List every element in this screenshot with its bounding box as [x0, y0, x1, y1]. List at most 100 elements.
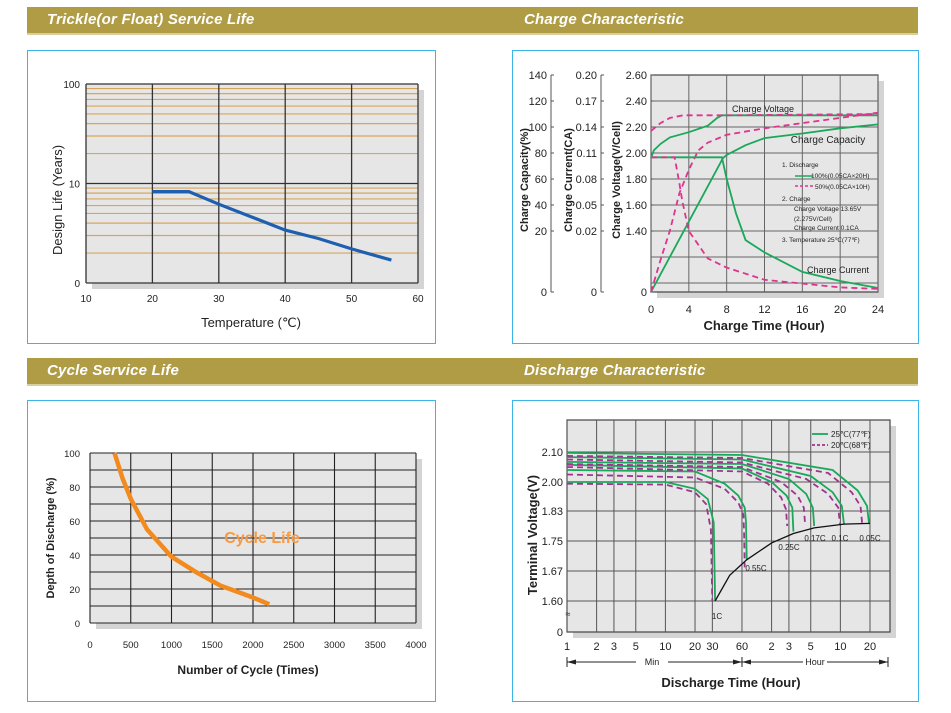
rate-label: 0.17C	[804, 534, 826, 543]
y-tick-label: 1.75	[542, 536, 563, 548]
trickle-x-axis-label: Temperature (℃)	[201, 315, 301, 330]
charge-voltage-label: Charge Voltage	[732, 104, 794, 114]
x-tick-label: 16	[796, 304, 808, 316]
capacity-tick-label: 100	[529, 122, 547, 134]
voltage-tick-label: 2.20	[626, 122, 647, 134]
discharge-curve-0.17C-20c	[566, 463, 806, 525]
current-tick-label: 0.17	[576, 96, 597, 108]
x-tick-label: 5	[633, 641, 639, 653]
x-tick-label: 24	[872, 304, 884, 316]
min-range-label: Min	[645, 657, 660, 667]
x-tick-label: 20	[689, 641, 701, 653]
x-tick-label: 3500	[365, 640, 386, 651]
y-tick-label: 100	[64, 449, 80, 460]
note-charge-voltage: Charge Voltage 13.65V	[794, 206, 862, 213]
x-tick-label: 50	[346, 294, 358, 305]
current-tick-label: 0.02	[576, 226, 597, 238]
section-header-bar-top: Trickle(or Float) Service Life Charge Ch…	[27, 7, 918, 35]
y-tick-label: 10	[69, 180, 81, 191]
discharge-y-axis-label: Terminal Voltage(V)	[525, 475, 540, 595]
charge-chart: Charge Capacity(%) Charge Current(CA) Ch…	[519, 70, 884, 333]
current-tick-label: 0	[591, 287, 597, 299]
x-tick-label: 60	[412, 294, 424, 305]
x-tick-label: 2000	[242, 640, 263, 651]
x-tick-label: 1000	[161, 640, 182, 651]
x-tick-label: 10	[659, 641, 671, 653]
y-tick-label: 20	[69, 585, 80, 596]
capacity-tick-label: 140	[529, 70, 547, 82]
discharge-curve-0.05C-20c	[566, 455, 864, 525]
current-tick-label: 0.08	[576, 174, 597, 186]
rate-label: 0.1C	[832, 534, 849, 543]
note-charge-current: Charge Current 0.1CA	[794, 225, 859, 232]
discharge-curve-1C-20c	[566, 482, 714, 602]
discharge-curve-0.1C-20c	[566, 458, 841, 525]
trickle-y-axis-label: Design Life (Years)	[50, 145, 65, 255]
voltage-tick-label: 1.80	[626, 174, 647, 186]
x-tick-label: 3	[611, 641, 617, 653]
note-100-percent: 100%(0.05CA×20H)	[811, 173, 869, 180]
discharge-curve-0.05C-25c	[566, 452, 870, 525]
legend-25c-label: 25℃(77℉)	[831, 430, 871, 439]
voltage-tick-label: 2.60	[626, 70, 647, 82]
arrow-head-icon	[567, 659, 576, 665]
discharge-curve-0.25C-20c	[566, 466, 789, 527]
arrow-head-icon	[879, 659, 888, 665]
x-tick-label: 60	[736, 641, 748, 653]
current-tick-label: 0.14	[576, 122, 597, 134]
x-tick-label: 0	[87, 640, 92, 651]
capacity-tick-label: 80	[535, 148, 547, 160]
discharge-curve-0.25C-25c	[566, 464, 795, 532]
axis-break-icon: ≈	[566, 609, 571, 619]
discharge-x-axis-label: Discharge Time (Hour)	[661, 675, 800, 690]
x-tick-label: 10	[80, 294, 92, 305]
y-tick-label: 60	[69, 517, 80, 528]
discharge-curve-0.1C-25c	[566, 456, 845, 525]
voltage-tick-label: 1.60	[626, 200, 647, 212]
x-tick-label: 3	[786, 641, 792, 653]
x-tick-label: 40	[280, 294, 292, 305]
current-tick-label: 0.05	[576, 200, 597, 212]
rate-label: 0.55C	[745, 564, 767, 573]
legend-20c-label: 20℃(68℉)	[831, 441, 871, 450]
trickle-section-title: Trickle(or Float) Service Life	[47, 11, 255, 28]
series-current-50	[651, 156, 879, 290]
x-tick-label: 10	[834, 641, 846, 653]
voltage-tick-label: 2.40	[626, 96, 647, 108]
x-tick-label: 8	[724, 304, 730, 316]
charge-capacity-label: Charge Capacity	[791, 135, 865, 146]
x-tick-label: 0	[648, 304, 654, 316]
section-header-bar-bottom: Cycle Service Life Discharge Characteris…	[27, 358, 918, 386]
x-tick-label: 3000	[324, 640, 345, 651]
charge-section-title: Charge Characteristic	[524, 11, 685, 28]
y-tick-label: 1.67	[542, 566, 563, 578]
x-tick-label: 20	[147, 294, 159, 305]
y-tick-label: 1.83	[542, 506, 563, 518]
capacity-tick-label: 40	[535, 200, 547, 212]
x-tick-label: 30	[706, 641, 718, 653]
x-tick-label: 20	[864, 641, 876, 653]
rate-label: 0.25C	[778, 543, 800, 552]
charge-current-axis-label: Charge Current(CA)	[563, 128, 575, 232]
voltage-tick-label: 0	[641, 287, 647, 299]
arrow-head-icon	[732, 659, 742, 665]
capacity-tick-label: 0	[541, 287, 547, 299]
rate-label: 1C	[712, 612, 722, 621]
x-tick-label: 20	[834, 304, 846, 316]
design-life-line	[152, 190, 392, 262]
note-50-percent: 50%(0.05CA×10H)	[815, 184, 870, 191]
discharge-chart: Terminal Voltage(V) Discharge Time (Hour…	[525, 419, 896, 690]
cycle-life-line	[112, 452, 271, 607]
x-tick-label: 500	[123, 640, 139, 651]
voltage-tick-label: 1.40	[626, 226, 647, 238]
y-tick-label: 0	[557, 627, 563, 639]
note-discharge: 1. Discharge	[782, 162, 819, 169]
charge-capacity-axis-label: Charge Capacity(%)	[519, 128, 531, 232]
discharge-curve-0.17C-25c	[566, 461, 816, 527]
charge-x-axis-label: Charge Time (Hour)	[703, 318, 824, 333]
rate-label: 0.05C	[859, 534, 881, 543]
charge-current-label: Charge Current	[807, 265, 870, 275]
y-tick-label: 2.00	[542, 477, 563, 489]
series-current-100	[651, 156, 879, 289]
